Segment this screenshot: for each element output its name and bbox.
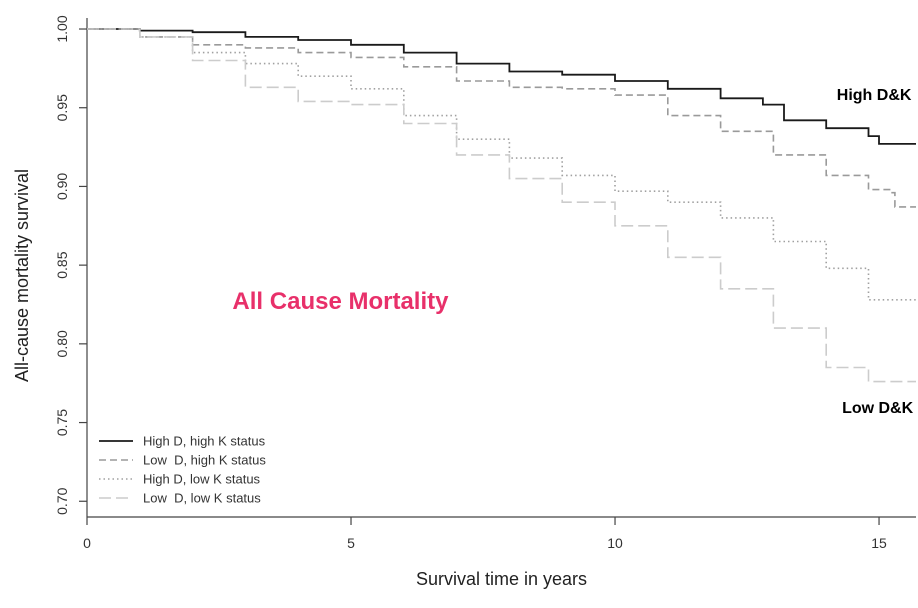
series-line-3 xyxy=(87,28,916,301)
y-tick-label: 0.80 xyxy=(54,330,70,357)
x-ticks: 0 5 10 15 xyxy=(83,517,887,551)
x-tick-label: 10 xyxy=(607,535,623,551)
y-tick-label: 0.85 xyxy=(54,251,70,278)
x-tick-label: 15 xyxy=(871,535,887,551)
y-tick-label: 0.75 xyxy=(54,409,70,436)
y-tick-label: 0.70 xyxy=(54,487,70,514)
x-axis-title: Survival time in years xyxy=(416,569,587,589)
x-tick-label: 5 xyxy=(347,535,355,551)
y-tick-label: 0.90 xyxy=(54,173,70,200)
line-label-high-dk: High D&K xyxy=(837,87,912,104)
y-tick-label: 0.95 xyxy=(54,94,70,121)
legend: High D, high K status Low D, high K statu… xyxy=(99,434,266,506)
axes: 0 5 10 15 0.70 0.75 0.80 0.85 0.90 0.95 1.00 xyxy=(54,15,916,551)
legend-label: High D, high K status xyxy=(143,434,266,449)
chart-annotation: All Cause Mortality xyxy=(232,288,449,315)
legend-label: Low D, low K status xyxy=(143,491,261,506)
y-tick-label: 1.00 xyxy=(54,15,70,42)
x-tick-label: 0 xyxy=(83,535,91,551)
series-line-4 xyxy=(87,28,916,383)
y-ticks: 0.70 0.75 0.80 0.85 0.90 0.95 1.00 xyxy=(54,15,87,515)
series-line-1 xyxy=(87,28,916,145)
legend-label: Low D, high K status xyxy=(143,453,266,468)
line-label-low-dk: Low D&K xyxy=(842,400,914,417)
series-line-2 xyxy=(87,28,916,208)
series-lines xyxy=(87,28,916,383)
legend-label: High D, low K status xyxy=(143,472,261,487)
y-axis-title: All-cause mortality survival xyxy=(12,169,32,382)
